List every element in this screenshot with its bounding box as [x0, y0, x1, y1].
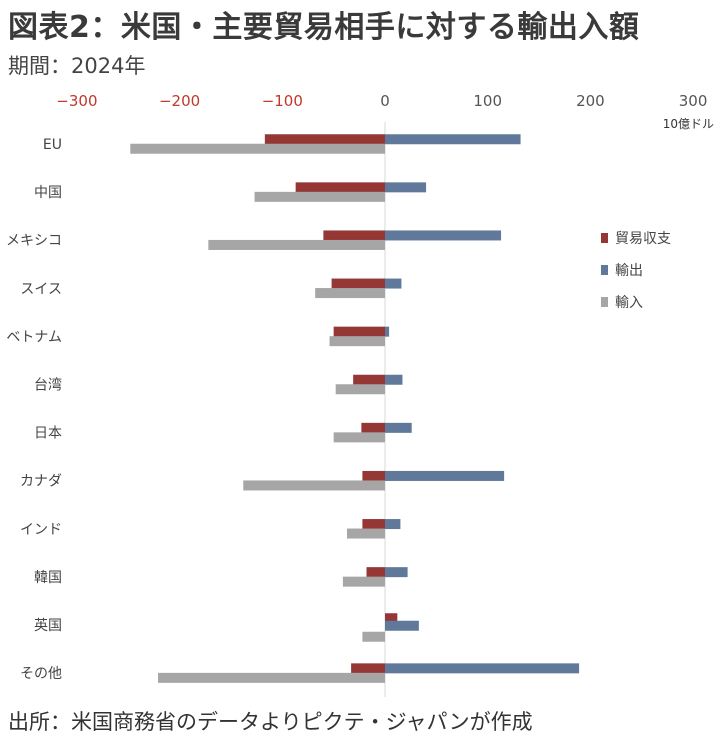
bar-trade-balance: [385, 613, 398, 624]
bar-exports: [385, 422, 412, 433]
x-tick-label: 300: [679, 92, 708, 110]
bar-imports: [335, 384, 385, 395]
category-label: その他: [20, 666, 62, 682]
bar-exports: [385, 374, 403, 385]
bar-imports: [362, 631, 385, 642]
bar-trade-balance: [366, 567, 385, 578]
bar-imports: [329, 336, 385, 347]
x-tick-label: 200: [576, 92, 605, 110]
category-label: インド: [20, 522, 62, 538]
category-label: スイス: [20, 281, 62, 297]
chart-subtitle: 期間：2024年: [8, 54, 146, 78]
bar-imports: [208, 239, 385, 250]
bar-imports: [130, 143, 385, 154]
bar-trade-balance: [323, 230, 385, 241]
bar-trade-balance: [264, 134, 385, 145]
bar-imports: [254, 191, 385, 202]
category-label: 中国: [34, 185, 62, 201]
legend-swatch: [601, 233, 608, 243]
x-tick-label: 100: [473, 92, 502, 110]
x-tick-label: 0: [380, 92, 390, 110]
bar-imports: [315, 288, 385, 299]
category-label: EU: [43, 137, 62, 153]
legend-swatch: [601, 297, 608, 307]
category-label: メキシコ: [6, 233, 62, 249]
category-label: 日本: [34, 426, 62, 442]
bar-trade-balance: [362, 519, 385, 530]
legend-label: 輸出: [615, 263, 643, 279]
bar-exports: [385, 326, 390, 337]
x-tick-label: −100: [262, 92, 303, 110]
category-label: 英国: [34, 617, 62, 634]
bar-trade-balance: [295, 182, 385, 193]
x-axis-unit-label: 10億ドル: [663, 117, 714, 131]
bar-exports: [385, 567, 408, 578]
bar-exports: [385, 519, 401, 530]
bar-exports: [385, 620, 419, 631]
category-label: カナダ: [20, 474, 62, 490]
legend-label: 貿易収支: [615, 231, 671, 247]
bar-exports: [385, 182, 427, 193]
bar-imports: [158, 672, 385, 683]
bar-exports: [385, 663, 580, 674]
bar-trade-balance: [353, 374, 385, 385]
bar-exports: [385, 134, 521, 145]
legend-label: 輸入: [615, 295, 643, 311]
bar-imports: [333, 432, 385, 443]
bar-trade-balance: [351, 663, 385, 674]
bar-imports: [347, 528, 385, 539]
bars-layer: [130, 134, 580, 683]
bar-exports: [385, 278, 402, 289]
x-tick-label: −300: [56, 92, 97, 110]
bar-trade-balance: [331, 278, 385, 289]
chart-title: 図表2：米国・主要貿易相手に対する輸出入額: [8, 10, 640, 45]
x-tick-label: −200: [159, 92, 200, 110]
category-label: 台湾: [34, 377, 62, 394]
legend-swatch: [601, 265, 608, 275]
category-label: 韓国: [34, 570, 62, 586]
bar-trade-balance: [333, 326, 385, 337]
bar-exports: [385, 230, 502, 241]
bar-exports: [385, 470, 505, 481]
source-note: 出所：米国商務省のデータよりピクテ・ジャパンが作成: [8, 710, 533, 734]
bar-imports: [342, 576, 385, 587]
bar-trade-balance: [361, 422, 385, 433]
bar-imports: [243, 480, 385, 491]
category-label: ベトナム: [6, 329, 62, 345]
axis-layer: −300 −200 −100 0 100 200 300 10億ドル: [56, 92, 714, 698]
bar-trade-balance: [362, 470, 385, 481]
